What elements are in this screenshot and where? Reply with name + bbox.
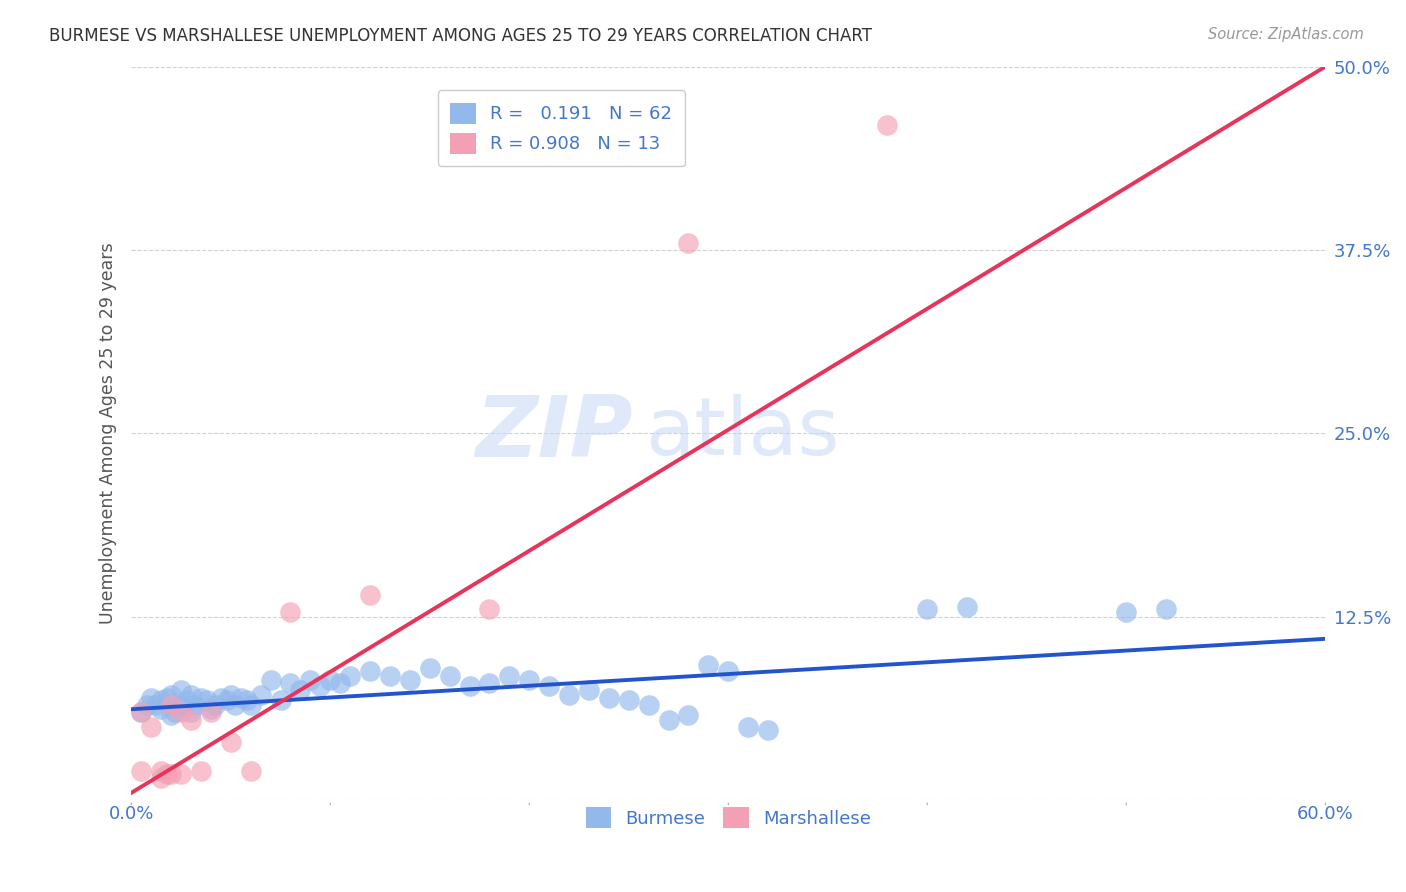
Point <box>1115 606 1137 620</box>
Point <box>578 683 600 698</box>
Text: atlas: atlas <box>645 394 839 473</box>
Point <box>637 698 659 712</box>
Point <box>129 705 152 719</box>
Legend: Burmese, Marshallese: Burmese, Marshallese <box>578 800 879 835</box>
Point <box>309 679 332 693</box>
Point <box>280 606 302 620</box>
Point <box>160 766 183 780</box>
Point <box>180 713 202 727</box>
Point <box>270 693 292 707</box>
Point <box>129 705 152 719</box>
Point <box>170 766 193 780</box>
Point <box>876 118 898 132</box>
Point <box>917 602 939 616</box>
Point <box>141 690 163 705</box>
Point <box>200 702 222 716</box>
Point <box>156 690 179 705</box>
Point <box>239 698 262 712</box>
Point <box>319 673 342 687</box>
Point <box>678 235 700 250</box>
Point <box>439 668 461 682</box>
Point <box>697 658 720 673</box>
Point <box>329 676 352 690</box>
Text: ZIP: ZIP <box>475 392 633 475</box>
Point <box>235 693 257 707</box>
Point <box>956 599 979 614</box>
Point <box>160 708 183 723</box>
Point <box>170 683 193 698</box>
Point <box>598 690 620 705</box>
Point <box>195 693 218 707</box>
Point <box>190 764 212 778</box>
Point <box>737 720 759 734</box>
Point <box>150 702 173 716</box>
Point <box>160 698 183 712</box>
Point <box>190 690 212 705</box>
Point <box>209 690 232 705</box>
Point <box>219 734 242 748</box>
Point <box>558 688 581 702</box>
Point <box>160 688 183 702</box>
Text: Source: ZipAtlas.com: Source: ZipAtlas.com <box>1208 27 1364 42</box>
Point <box>184 698 207 712</box>
Point <box>224 698 246 712</box>
Point <box>280 676 302 690</box>
Point <box>176 693 198 707</box>
Point <box>617 693 640 707</box>
Point <box>538 679 561 693</box>
Point <box>180 688 202 702</box>
Point <box>170 705 193 719</box>
Point <box>378 668 401 682</box>
Point <box>717 664 740 678</box>
Point <box>458 679 481 693</box>
Point <box>359 588 381 602</box>
Point <box>150 693 173 707</box>
Point <box>150 764 173 778</box>
Point <box>170 698 193 712</box>
Point <box>229 690 252 705</box>
Point <box>180 705 202 719</box>
Point <box>249 688 271 702</box>
Point <box>156 766 179 780</box>
Text: BURMESE VS MARSHALLESE UNEMPLOYMENT AMONG AGES 25 TO 29 YEARS CORRELATION CHART: BURMESE VS MARSHALLESE UNEMPLOYMENT AMON… <box>49 27 872 45</box>
Y-axis label: Unemployment Among Ages 25 to 29 years: Unemployment Among Ages 25 to 29 years <box>100 243 117 624</box>
Point <box>756 723 779 737</box>
Point <box>259 673 281 687</box>
Point <box>215 693 238 707</box>
Point <box>517 673 540 687</box>
Point <box>141 720 163 734</box>
Point <box>498 668 520 682</box>
Point <box>290 683 312 698</box>
Point <box>399 673 422 687</box>
Point <box>204 698 226 712</box>
Point <box>150 771 173 785</box>
Point <box>143 698 166 712</box>
Point <box>136 698 159 712</box>
Point <box>200 705 222 719</box>
Point <box>678 708 700 723</box>
Point <box>658 713 681 727</box>
Point <box>339 668 361 682</box>
Point <box>129 764 152 778</box>
Point <box>219 688 242 702</box>
Point <box>419 661 441 675</box>
Point <box>239 764 262 778</box>
Point <box>1154 602 1177 616</box>
Point <box>478 676 501 690</box>
Point <box>163 705 186 719</box>
Point <box>359 664 381 678</box>
Point <box>299 673 322 687</box>
Point <box>478 602 501 616</box>
